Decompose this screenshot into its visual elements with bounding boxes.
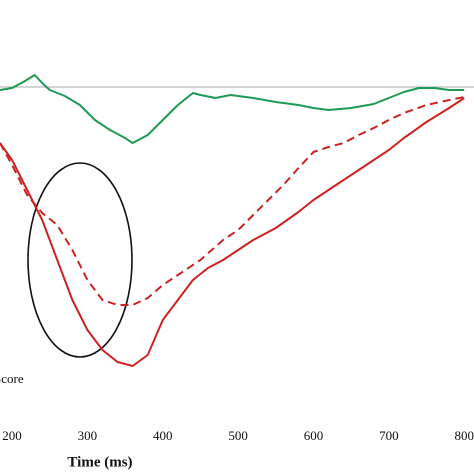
x-tick-label: 500 — [228, 428, 248, 443]
x-axis-label: Time (ms) — [67, 454, 132, 470]
x-tick-label: 200 — [2, 428, 22, 443]
x-tick-label: 400 — [153, 428, 173, 443]
legend-text: Score — [0, 371, 24, 386]
x-tick-label: 600 — [304, 428, 324, 443]
series-line — [0, 96, 465, 306]
x-tick-label: 800 — [454, 428, 474, 443]
series-line — [0, 74, 465, 144]
series-line — [0, 97, 465, 367]
x-tick-label: 300 — [78, 428, 98, 443]
x-tick-label: 700 — [379, 428, 399, 443]
highlight-ellipse — [27, 162, 133, 358]
